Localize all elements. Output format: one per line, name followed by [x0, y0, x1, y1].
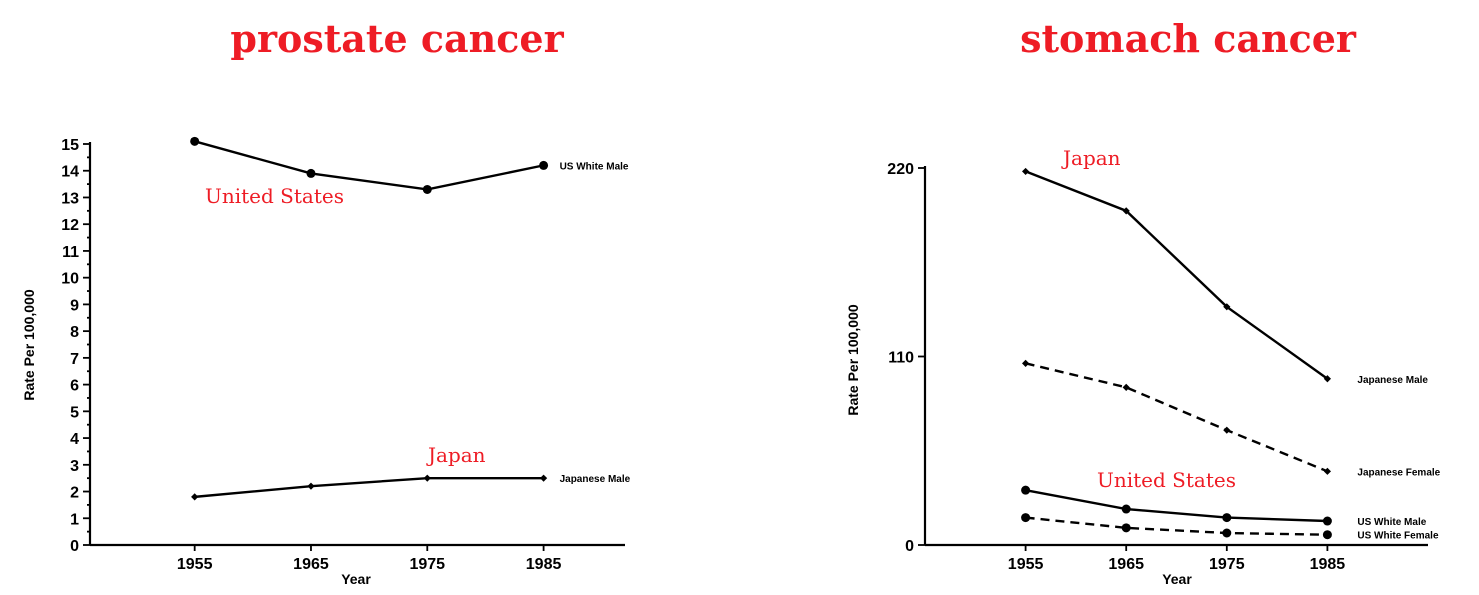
- data-point: [1122, 383, 1130, 391]
- y-axis-label: Rate Per 100,000: [845, 304, 861, 416]
- series-label: Japanese Female: [1357, 467, 1440, 478]
- y-tick-label: 13: [61, 190, 79, 207]
- series-label: US White Female: [1357, 531, 1439, 542]
- y-tick-label: 220: [887, 161, 914, 178]
- series-us-white-male: US White Male: [1021, 485, 1427, 528]
- series-label: Japanese Male: [1357, 375, 1428, 386]
- data-point: [1322, 530, 1332, 540]
- data-point: [422, 184, 432, 194]
- data-point: [1322, 516, 1332, 526]
- data-point: [1021, 485, 1031, 495]
- series-label: Japanese Male: [560, 474, 631, 485]
- y-tick-label: 4: [70, 431, 79, 448]
- annotation-japan: Japan: [1061, 146, 1121, 170]
- data-point: [1121, 523, 1131, 533]
- y-axis-label: Rate Per 100,000: [21, 289, 37, 401]
- data-point: [1222, 513, 1232, 523]
- annotation-japan: Japan: [426, 443, 486, 467]
- data-point: [539, 474, 548, 482]
- y-tick-label: 7: [70, 351, 79, 368]
- series-line-japanese-male: [194, 476, 544, 499]
- y-tick-label: 0: [905, 538, 914, 555]
- data-point: [307, 482, 315, 490]
- x-tick-label: 1975: [1209, 556, 1245, 573]
- y-tick-label: 6: [70, 378, 79, 395]
- series-label: US White Male: [560, 161, 629, 172]
- series-line-us-white-male: [1025, 488, 1328, 523]
- series-label: US White Male: [1357, 517, 1426, 528]
- y-tick-label: 10: [61, 271, 79, 288]
- data-point: [1223, 426, 1231, 434]
- data-point: [190, 136, 200, 146]
- data-point: [1222, 528, 1232, 538]
- y-tick-label: 2: [70, 485, 79, 502]
- data-point: [1223, 303, 1231, 311]
- y-tick-label: 3: [70, 458, 79, 475]
- y-tick-label: 1: [70, 511, 79, 528]
- x-tick-label: 1965: [1108, 556, 1144, 573]
- chart-title: prostate cancer: [230, 16, 564, 61]
- data-point: [1122, 207, 1130, 215]
- y-tick-label: 12: [61, 217, 79, 234]
- series-us-white-male: US White Male: [190, 136, 629, 194]
- data-point: [191, 493, 199, 501]
- x-tick-label: 1955: [177, 556, 213, 573]
- x-tick-label: 1965: [293, 556, 329, 573]
- chart-title: stomach cancer: [1020, 16, 1357, 61]
- series-line-japanese-male: [1025, 170, 1329, 380]
- series-line-japanese-female: [1025, 362, 1328, 473]
- data-point: [423, 474, 431, 482]
- series-japanese-female: Japanese Female: [1022, 359, 1441, 478]
- x-tick-label: 1985: [526, 556, 562, 573]
- y-tick-label: 0: [70, 538, 79, 555]
- annotation-united-states: United States: [1097, 468, 1236, 492]
- series-japanese-male: Japanese Male: [1022, 167, 1428, 386]
- data-point: [1021, 513, 1031, 523]
- y-tick-label: 8: [70, 324, 79, 341]
- y-tick-label: 11: [62, 244, 79, 261]
- y-tick-label: 110: [888, 350, 914, 367]
- x-axis-label: Year: [341, 571, 371, 587]
- data-point: [306, 168, 316, 178]
- y-tick-label: 14: [61, 164, 79, 181]
- data-point: [539, 160, 549, 170]
- stomach-cancer-chart: stomach cancer 0 110 220 1955 1965 1975 1985 Yea…: [845, 16, 1441, 587]
- data-point: [1323, 375, 1331, 383]
- x-axis-label: Year: [1162, 571, 1192, 587]
- y-tick-label: 9: [70, 297, 79, 314]
- series-us-white-female: US White Female: [1021, 513, 1439, 542]
- data-point: [1022, 167, 1030, 176]
- y-tick-label: 15: [61, 137, 79, 154]
- series-japanese-male: Japanese Male: [191, 474, 631, 501]
- data-point: [1121, 504, 1131, 514]
- series-line-us-white-male: [194, 140, 544, 191]
- annotation-united-states: United States: [205, 184, 344, 208]
- series-line-us-white-female: [1025, 516, 1328, 536]
- x-tick-label: 1985: [1310, 556, 1346, 573]
- prostate-cancer-chart: prostate cancer0123456789101112131415195…: [21, 16, 631, 587]
- data-point: [1022, 359, 1030, 367]
- x-tick-label: 1955: [1008, 556, 1044, 573]
- x-tick-label: 1975: [409, 556, 445, 573]
- data-point: [1323, 467, 1331, 475]
- y-tick-label: 5: [70, 404, 79, 421]
